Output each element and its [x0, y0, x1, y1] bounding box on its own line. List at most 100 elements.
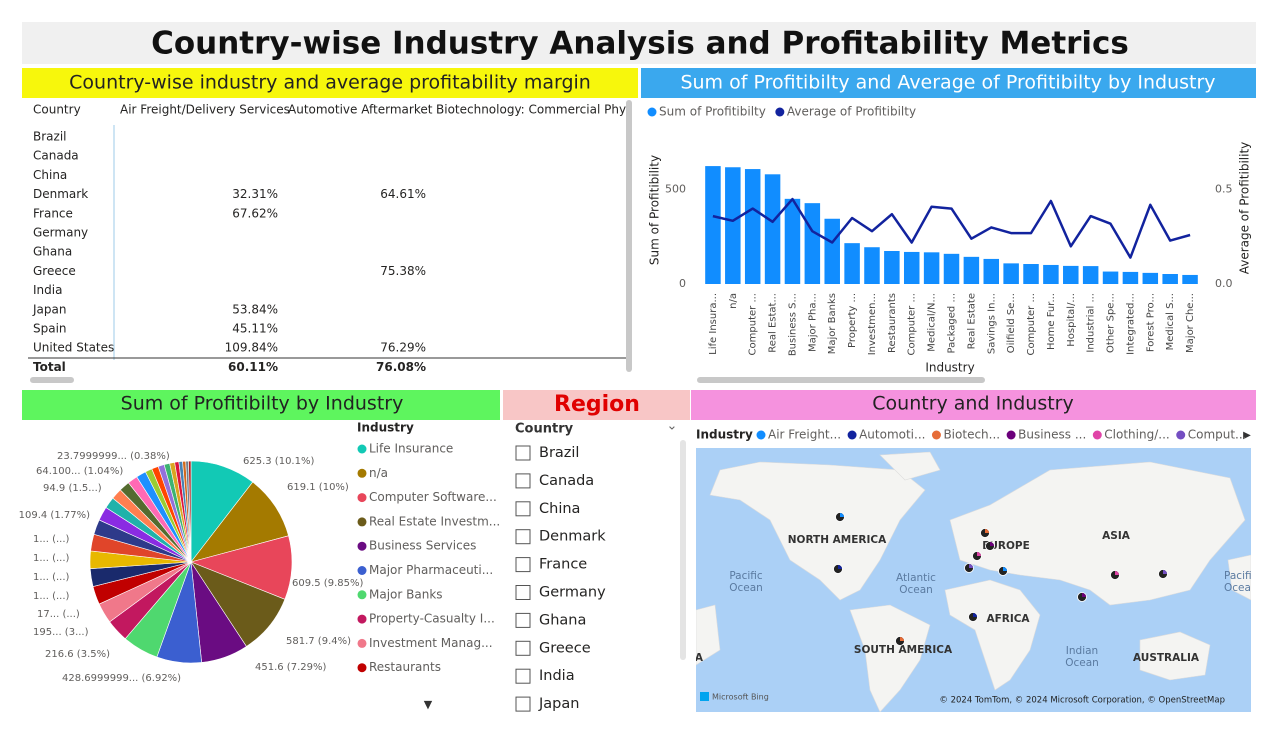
slicer-item[interactable]: France [539, 557, 587, 573]
legend-label: Sum of Profitibilty [659, 105, 766, 119]
map-marker-slice [985, 529, 989, 533]
slicer-item[interactable]: China [539, 501, 580, 517]
row-label: United States [33, 341, 114, 355]
legend-scroll[interactable]: ▶ [1243, 430, 1251, 441]
slicer-item[interactable]: Brazil [539, 445, 579, 461]
map-marker-slice [1115, 571, 1119, 575]
x-axis-title: Industry [925, 361, 974, 375]
legend-title: Industry [357, 421, 414, 435]
region-label: A [695, 652, 704, 664]
checkbox[interactable] [515, 612, 531, 628]
panel-title: Country and Industry [872, 393, 1073, 415]
continent [1139, 631, 1211, 681]
map-marker-slice [840, 513, 844, 517]
slicer-field: Country [515, 422, 574, 437]
y2-tick-label: 0.5 [1215, 183, 1233, 196]
bar [744, 169, 761, 284]
slicer-item[interactable]: Ghana [539, 612, 586, 628]
legend-label: Computer Software... [369, 490, 497, 504]
scrollbar[interactable] [626, 100, 632, 372]
y-tick-label: 500 [665, 183, 686, 196]
checkbox[interactable] [515, 529, 531, 545]
row-label: Germany [33, 226, 88, 240]
legend-label: Average of Profitibilty [787, 105, 916, 119]
slicer-item[interactable]: Greece [539, 640, 591, 656]
scrollbar[interactable] [680, 440, 686, 660]
legend-marker [357, 663, 367, 673]
slicer-item[interactable]: Japan [538, 696, 579, 712]
legend-label: Automoti... [859, 428, 925, 442]
data-label: 216.6 (3.5%) [45, 649, 110, 660]
legend-marker [1176, 430, 1186, 440]
legend-label: Comput... [1188, 428, 1247, 442]
legend-marker [357, 566, 367, 575]
bar [1043, 264, 1059, 284]
page-title: Country-wise Industry Analysis and Profi… [151, 26, 1129, 62]
column-header: Air Freight/Delivery Services [120, 103, 290, 117]
slicer-item[interactable]: Germany [539, 585, 606, 601]
legend-label: Life Insurance [369, 442, 453, 456]
x-tick-label: Major Pha... [807, 293, 818, 352]
x-tick-label: Savings In... [986, 293, 997, 354]
table-cell: 67.62% [232, 206, 278, 220]
row-label: Brazil [33, 130, 67, 144]
checkbox[interactable] [515, 668, 531, 684]
checkbox[interactable] [515, 473, 531, 489]
row-label: Canada [33, 149, 79, 163]
legend-marker [847, 430, 857, 440]
table-cell: 76.08% [376, 360, 426, 374]
panel-header [22, 68, 638, 98]
legend-label: Business ... [1018, 428, 1086, 442]
checkbox[interactable] [515, 501, 531, 517]
slicer-item[interactable]: Canada [539, 473, 594, 489]
column-header: Biotechnology: Commercial Physi [436, 103, 636, 117]
x-tick-label: Industrial ... [1086, 293, 1097, 353]
row-label: Denmark [33, 187, 88, 201]
row-label: Ghana [33, 245, 72, 259]
map-marker-slice [977, 552, 981, 556]
scrollbar[interactable] [30, 377, 74, 383]
map-marker-slice [1163, 570, 1167, 574]
map-marker-slice [1082, 593, 1086, 597]
map-marker-slice [1003, 567, 1007, 571]
continent [849, 604, 931, 712]
checkbox[interactable] [515, 640, 531, 656]
continent [879, 451, 941, 481]
x-tick-label: Real Estate [966, 293, 977, 349]
continent [709, 461, 926, 601]
scrollbar[interactable] [697, 377, 985, 383]
x-tick-label: Major Banks [827, 293, 838, 354]
region-label: ASIA [1102, 530, 1131, 542]
x-tick-label: Hospital/... [1066, 293, 1077, 347]
checkbox[interactable] [515, 557, 531, 573]
slicer-item[interactable]: India [539, 668, 575, 684]
slicer-item[interactable]: Denmark [539, 529, 606, 545]
x-tick-label: Medical/N... [927, 293, 938, 352]
bar [844, 243, 860, 284]
x-tick-label: Computer ... [1026, 293, 1037, 355]
bar [1182, 274, 1198, 284]
checkbox[interactable] [515, 696, 531, 712]
bar [943, 253, 960, 284]
legend-marker [357, 517, 367, 527]
bar [963, 256, 980, 284]
legend-marker [357, 493, 367, 503]
row-label: Japan [32, 302, 66, 316]
region-label: AFRICA [986, 613, 1030, 625]
bar [1023, 264, 1039, 284]
bar [1003, 263, 1019, 284]
legend-scroll[interactable]: ▼ [424, 698, 433, 711]
data-label: 64.100... (1.04%) [36, 466, 123, 477]
map-marker-slice [838, 565, 842, 569]
x-tick-label: Home Fur... [1046, 293, 1057, 350]
legend-marker [1006, 430, 1016, 440]
dropdown-chevron[interactable]: ⌄ [667, 419, 678, 434]
row-label: France [33, 206, 73, 220]
legend-marker [647, 107, 657, 117]
checkbox[interactable] [515, 585, 531, 600]
panel-title: Sum of Profitibilty and Average of Profi… [680, 72, 1215, 94]
checkbox[interactable] [515, 445, 531, 461]
region-label: SOUTH AMERICA [854, 644, 953, 656]
row-label: China [33, 168, 67, 182]
legend-label: Business Services [369, 539, 476, 553]
